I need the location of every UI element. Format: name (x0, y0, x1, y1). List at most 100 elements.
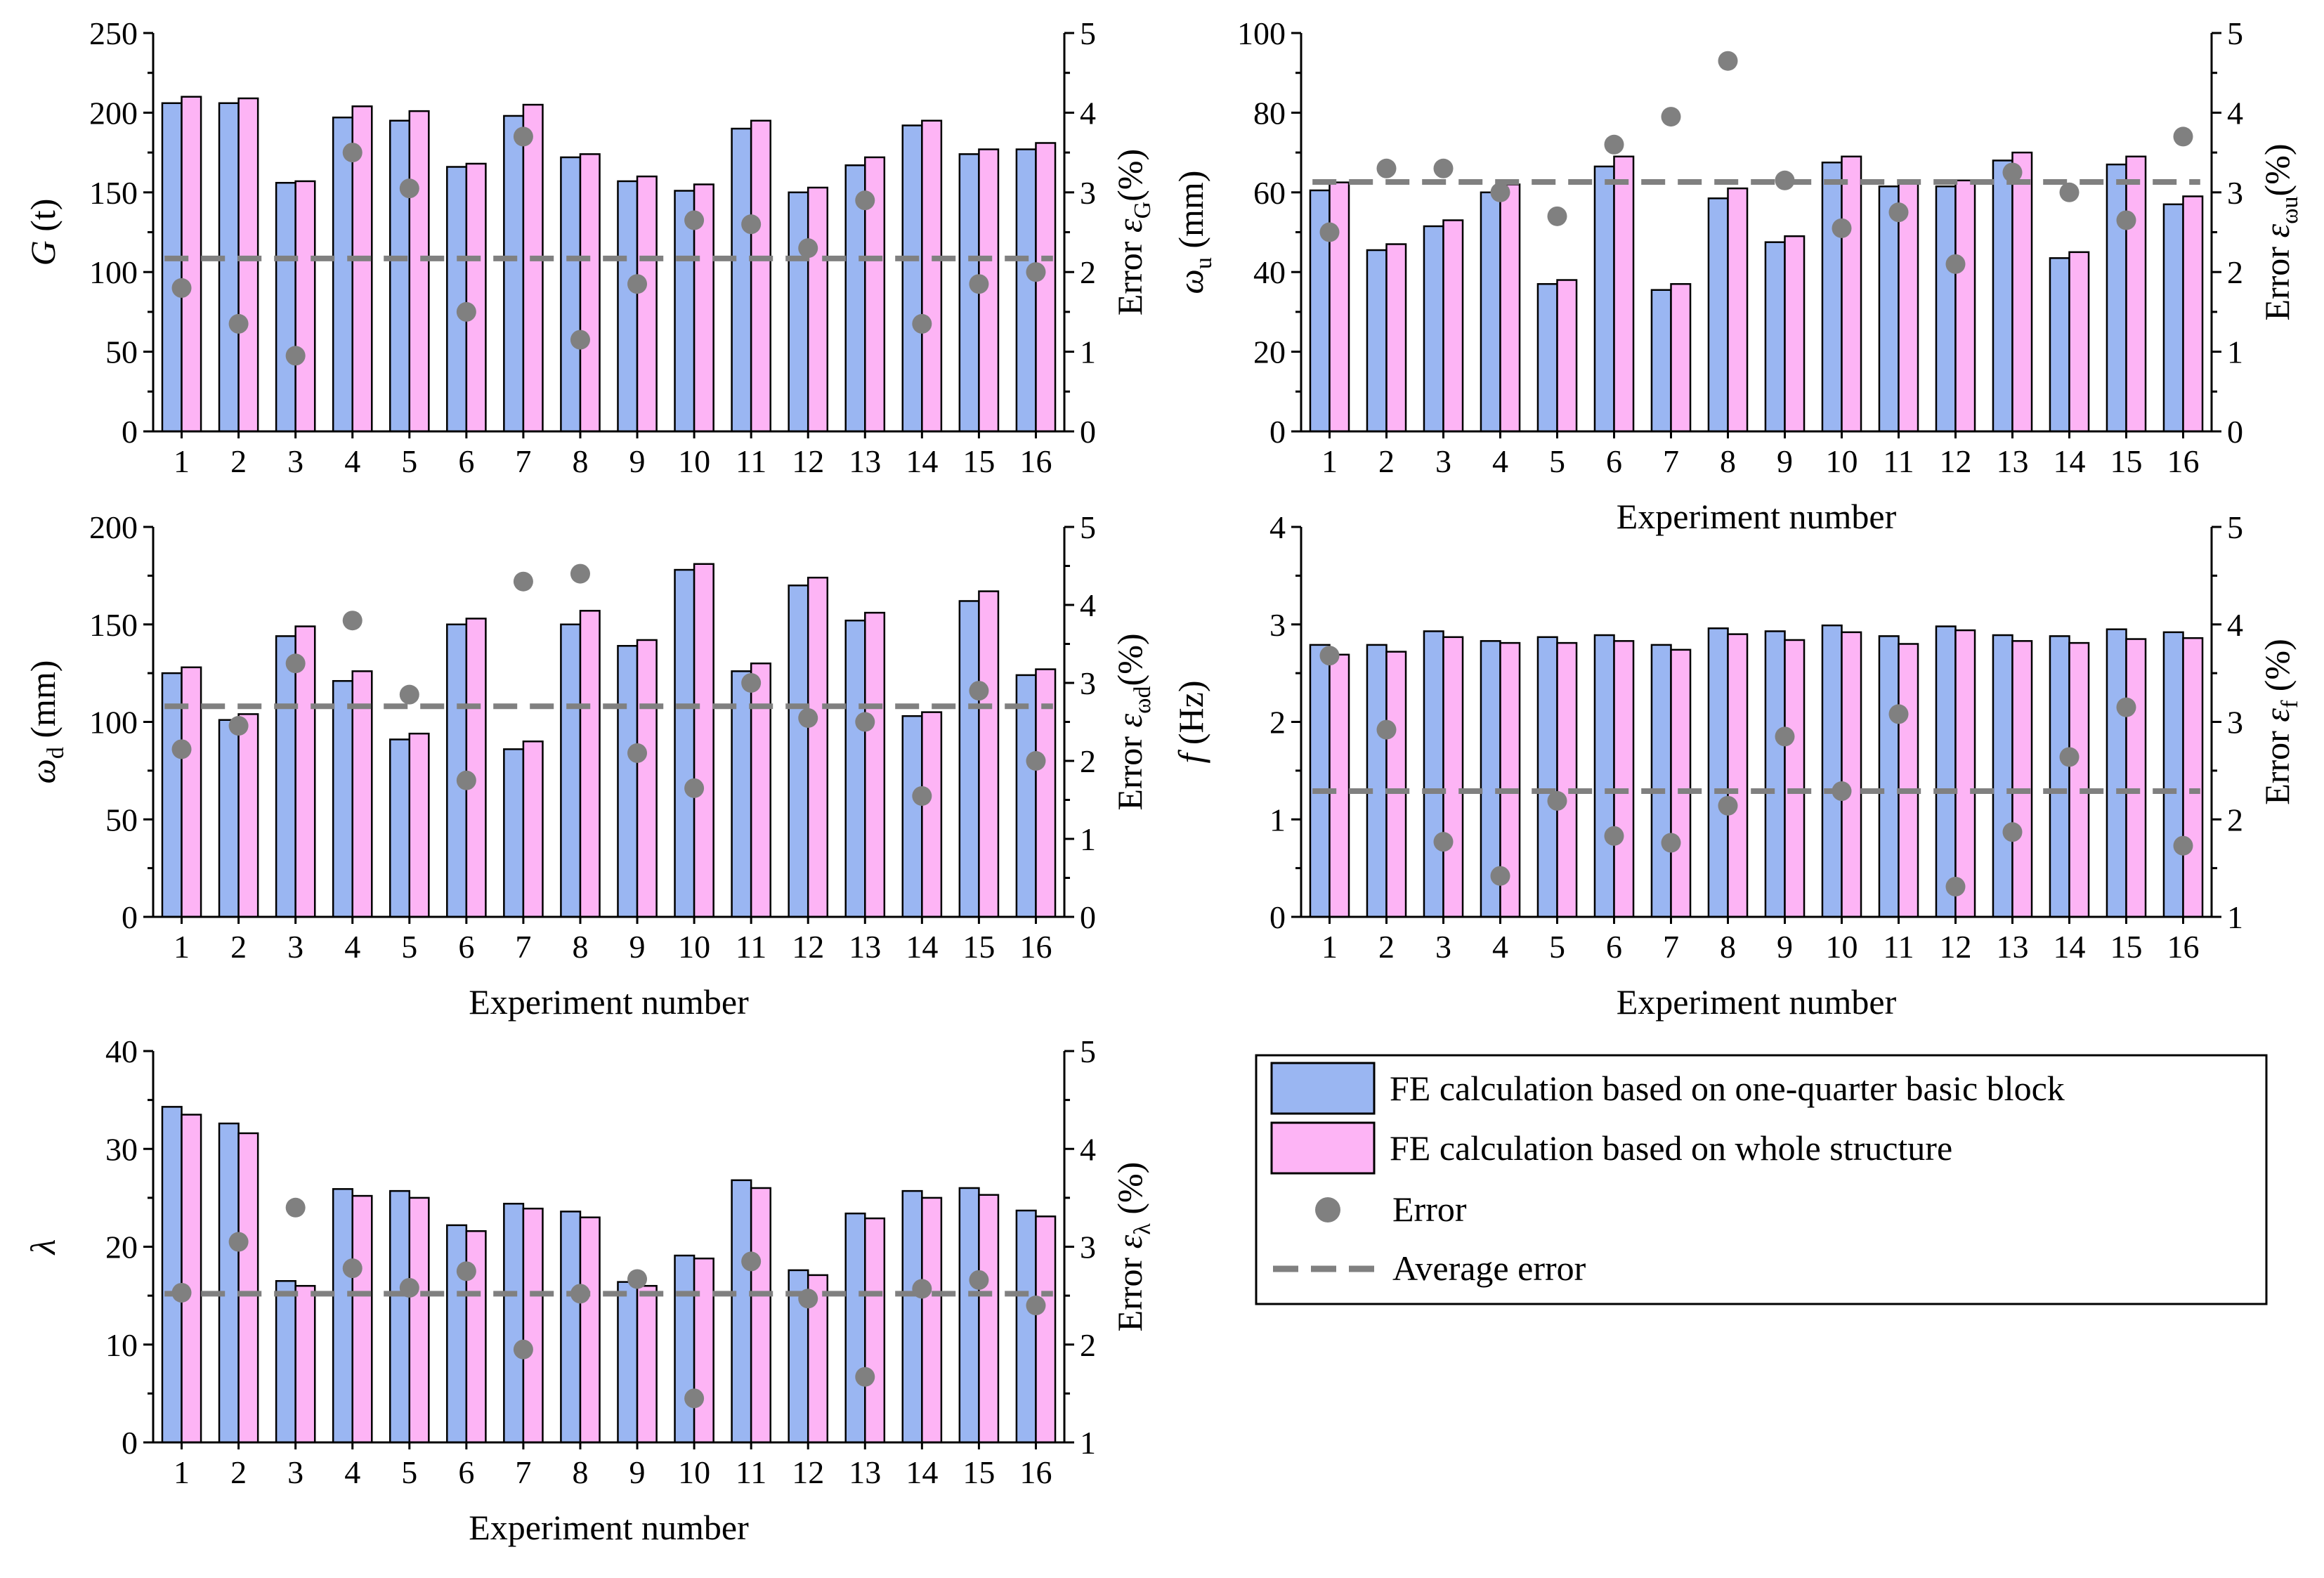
x-tick-label: 12 (1940, 929, 1972, 965)
bar-quarter-3 (275, 1279, 296, 1444)
bar-quarter-8 (1707, 197, 1729, 433)
bar-whole-1 (1329, 181, 1350, 433)
x-tick-label: 6 (458, 929, 474, 965)
y2-tick-label: 5 (2227, 509, 2243, 545)
x-tick-label: 12 (792, 1454, 824, 1490)
bar-quarter-3 (275, 181, 296, 433)
error-point-5 (399, 178, 419, 199)
bar-whole-6 (465, 162, 487, 433)
error-point-2 (1376, 719, 1397, 740)
legend-label-whole: FE calculation based on whole structure (1390, 1128, 1952, 1168)
error-point-10 (684, 778, 705, 798)
error-point-6 (456, 301, 476, 322)
x-tick-label: 3 (1435, 929, 1451, 965)
y2-axis-label: Error εf (%) (2257, 639, 2303, 804)
y-tick-label: 250 (89, 15, 138, 51)
error-point-15 (969, 681, 989, 701)
x-tick-label: 12 (792, 929, 824, 965)
error-point-2 (228, 1232, 249, 1252)
bar-quarter-6 (446, 623, 468, 918)
bar-whole-16 (1035, 142, 1057, 433)
x-tick-label: 15 (962, 443, 995, 479)
x-tick-label: 12 (792, 443, 824, 479)
x-tick-label: 16 (1019, 1454, 1052, 1490)
x-tick-label: 13 (849, 1454, 881, 1490)
bar-quarter-6 (446, 166, 468, 433)
bar-whole-11 (1898, 179, 1919, 433)
y-axis-label: ωu (mm) (1171, 171, 1217, 294)
bar-whole-12 (1954, 179, 1976, 433)
bar-quarter-10 (674, 568, 696, 918)
y2-tick-label: 0 (1080, 414, 1096, 450)
bar-whole-11 (750, 663, 771, 918)
x-tick-label: 11 (736, 443, 766, 479)
error-point-3 (285, 653, 306, 674)
bar-whole-13 (2011, 640, 2033, 918)
error-point-3 (285, 1197, 306, 1218)
y2-tick-label: 0 (1080, 899, 1096, 935)
bar-quarter-12 (788, 191, 809, 433)
x-tick-label: 4 (344, 929, 360, 965)
bar-quarter-11 (1878, 635, 1900, 918)
x-tick-label: 6 (458, 443, 474, 479)
y-tick-label: 0 (122, 1425, 138, 1461)
error-point-14 (912, 1279, 932, 1299)
bar-whole-12 (1954, 629, 1976, 918)
y2-tick-label: 2 (2227, 254, 2243, 290)
bar-quarter-10 (1821, 624, 1843, 918)
bar-quarter-2 (218, 719, 240, 918)
x-tick-label: 16 (2167, 443, 2200, 479)
legend: FE calculation based on one-quarter basi… (1255, 1054, 2268, 1305)
error-point-4 (342, 1258, 363, 1279)
bar-whole-15 (978, 590, 1000, 918)
x-tick-label: 8 (572, 1454, 588, 1490)
bar-whole-10 (1841, 631, 1862, 918)
error-point-16 (1026, 262, 1046, 282)
error-point-9 (627, 1269, 648, 1289)
x-tick-label: 16 (1019, 929, 1052, 965)
bar-quarter-4 (332, 679, 353, 918)
x-tick-label: 5 (401, 1454, 417, 1490)
error-point-1 (1319, 646, 1340, 666)
bar-quarter-7 (503, 748, 525, 918)
legend-label-average: Average error (1392, 1248, 1586, 1288)
error-point-13 (855, 1367, 875, 1387)
bar-whole-13 (2011, 151, 2033, 433)
bar-whole-1 (181, 96, 202, 433)
error-point-15 (2116, 210, 2136, 230)
bar-quarter-7 (1650, 644, 1672, 918)
error-point-2 (228, 313, 249, 334)
x-tick-label: 10 (1826, 443, 1858, 479)
x-tick-label: 6 (458, 1454, 474, 1490)
bar-whole-9 (636, 639, 658, 918)
bar-quarter-16 (1015, 1209, 1037, 1444)
bar-whole-7 (1670, 282, 1692, 433)
legend-label-error: Error (1392, 1189, 1467, 1229)
bar-whole-1 (181, 1114, 202, 1444)
x-axis-label: Experiment number (469, 982, 749, 1022)
bar-whole-11 (1898, 643, 1919, 918)
error-point-8 (570, 563, 590, 584)
bar-whole-15 (978, 1194, 1000, 1444)
x-tick-label: 1 (174, 1454, 190, 1490)
error-point-9 (627, 274, 648, 294)
x-tick-label: 11 (736, 1454, 766, 1490)
bar-whole-14 (2068, 251, 2090, 433)
error-point-13 (855, 712, 875, 732)
error-point-12 (798, 708, 818, 728)
bar-whole-10 (693, 1257, 714, 1444)
bar-whole-16 (2182, 637, 2204, 918)
bar-quarter-5 (389, 1189, 411, 1444)
bar-quarter-1 (161, 102, 183, 433)
bar-whole-7 (522, 103, 544, 433)
y2-tick-label: 4 (1080, 587, 1096, 623)
error-point-12 (1945, 876, 1966, 896)
bar-whole-8 (579, 610, 601, 918)
y2-tick-label: 5 (1080, 509, 1096, 545)
x-tick-label: 16 (1019, 443, 1052, 479)
bar-whole-2 (237, 713, 259, 918)
x-tick-label: 11 (1883, 929, 1914, 965)
bar-whole-4 (351, 1194, 373, 1444)
bar-quarter-9 (617, 1281, 639, 1444)
